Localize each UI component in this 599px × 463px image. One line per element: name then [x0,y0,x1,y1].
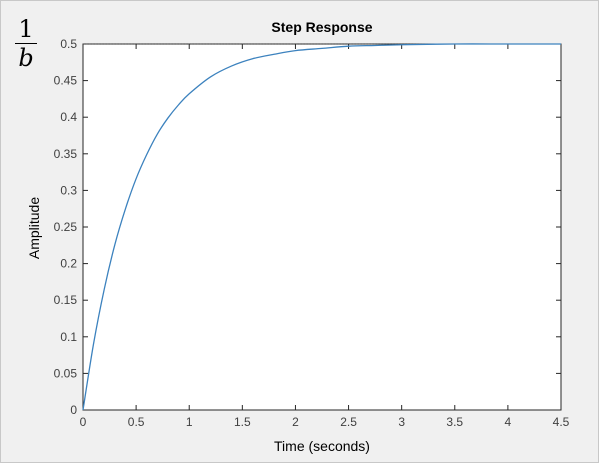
fraction-numerator: 1 [18,15,34,43]
x-tick-label: 0 [80,415,87,429]
y-tick-label: 0.15 [54,293,78,307]
x-tick-label: 2 [292,415,299,429]
y-tick-label: 0.1 [60,330,77,344]
fraction-denominator: b [18,44,34,72]
y-tick-label: 0.25 [54,220,78,234]
x-tick-label: 0.5 [128,415,145,429]
x-tick-label: 4 [505,415,512,429]
y-tick-label: 0 [70,403,77,417]
y-tick-label: 0.2 [60,257,77,271]
y-tick-label: 0.35 [54,147,78,161]
chart-title: Step Response [271,19,372,35]
y-tick-label: 0.4 [60,110,77,124]
fraction-bar [15,43,37,44]
x-tick-label: 4.5 [553,415,570,429]
y-tick-label: 0.3 [60,183,77,197]
y-tick-label: 0.5 [60,37,77,51]
x-tick-label: 1.5 [234,415,251,429]
x-tick-label: 1 [186,415,193,429]
x-tick-label: 2.5 [340,415,357,429]
plot-area [82,43,562,411]
x-tick-labels: 0 0.5 1 1.5 2 2.5 3 3.5 4 4.5 [80,415,570,429]
x-tick-label: 3 [398,415,405,429]
response-curve [82,43,561,411]
axis-ticks [82,43,562,411]
y-axis-label: Amplitude [26,197,42,259]
x-axis-label: Time (seconds) [274,438,370,454]
x-tick-label: 3.5 [446,415,463,429]
y-tick-labels: 0 0.05 0.1 0.15 0.2 0.25 0.3 0.35 0.4 0.45 0.5 [54,37,78,417]
y-tick-label: 0.45 [54,74,78,88]
y-tick-label: 0.05 [54,366,78,380]
transfer-fraction-annotation: 1 b [14,16,38,71]
